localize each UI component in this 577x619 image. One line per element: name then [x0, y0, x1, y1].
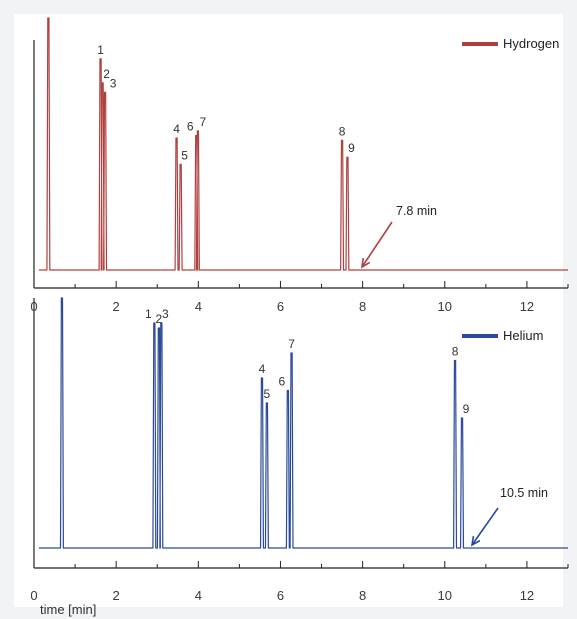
hydrogen-peak-label-7: 7 — [200, 115, 207, 129]
hydrogen-peak-label-2: 2 — [103, 67, 110, 81]
hydrogen-peak-label-6: 6 — [187, 120, 194, 134]
helium-peak-label-6: 6 — [279, 375, 286, 389]
hydrogen-tick-label: 6 — [277, 299, 284, 314]
helium-tick-label: 0 — [30, 588, 37, 603]
hydrogen-peak-label-8: 8 — [339, 124, 346, 138]
hydrogen-peak-label-9: 9 — [348, 141, 355, 155]
helium-peak-label-1: 1 — [145, 307, 152, 321]
trace-layer — [38, 17, 568, 549]
helium-tick-label: 2 — [113, 588, 120, 603]
helium-legend-label: Helium — [503, 328, 543, 343]
hydrogen-tick-label: 0 — [30, 299, 37, 314]
helium-tick-label: 12 — [520, 588, 534, 603]
helium-peak-label-3: 3 — [162, 307, 169, 321]
helium-tick-label: 10 — [438, 588, 452, 603]
helium-tick-label: 4 — [195, 588, 202, 603]
hydrogen-peak-label-4: 4 — [173, 122, 180, 136]
axes-layer — [33, 40, 569, 569]
hydrogen-tick-label: 2 — [113, 299, 120, 314]
helium-tick-label: 8 — [359, 588, 366, 603]
hydrogen-peak-label-1: 1 — [97, 43, 104, 57]
hydrogen-tick-label: 8 — [359, 299, 366, 314]
helium-peak-label-4: 4 — [259, 362, 266, 376]
helium-annotation-arrow — [471, 507, 499, 546]
hydrogen-trace — [38, 17, 568, 271]
helium-annotation-label: 10.5 min — [500, 486, 548, 500]
hydrogen-tick-label: 10 — [438, 299, 452, 314]
helium-peak-label-8: 8 — [452, 345, 459, 359]
helium-tick-label: 6 — [277, 588, 284, 603]
hydrogen-tick-label: 12 — [520, 299, 534, 314]
hydrogen-annotation-label: 7.8 min — [396, 204, 437, 218]
hydrogen-peak-label-3: 3 — [110, 76, 117, 90]
hydrogen-legend-label: Hydrogen — [503, 36, 559, 51]
helium-peak-label-2: 2 — [156, 312, 163, 326]
helium-peak-label-9: 9 — [463, 402, 470, 416]
helium-peak-label-5: 5 — [264, 387, 271, 401]
hydrogen-annotation-arrowhead — [360, 257, 371, 269]
hydrogen-peak-label-5: 5 — [181, 148, 188, 162]
hydrogen-annotation-arrow — [361, 221, 393, 268]
helium-peak-label-7: 7 — [288, 337, 295, 351]
helium-annotation-arrowhead — [470, 535, 481, 547]
helium-trace — [38, 297, 568, 549]
x-axis-label: time [min] — [40, 602, 96, 617]
hydrogen-tick-label: 4 — [195, 299, 202, 314]
